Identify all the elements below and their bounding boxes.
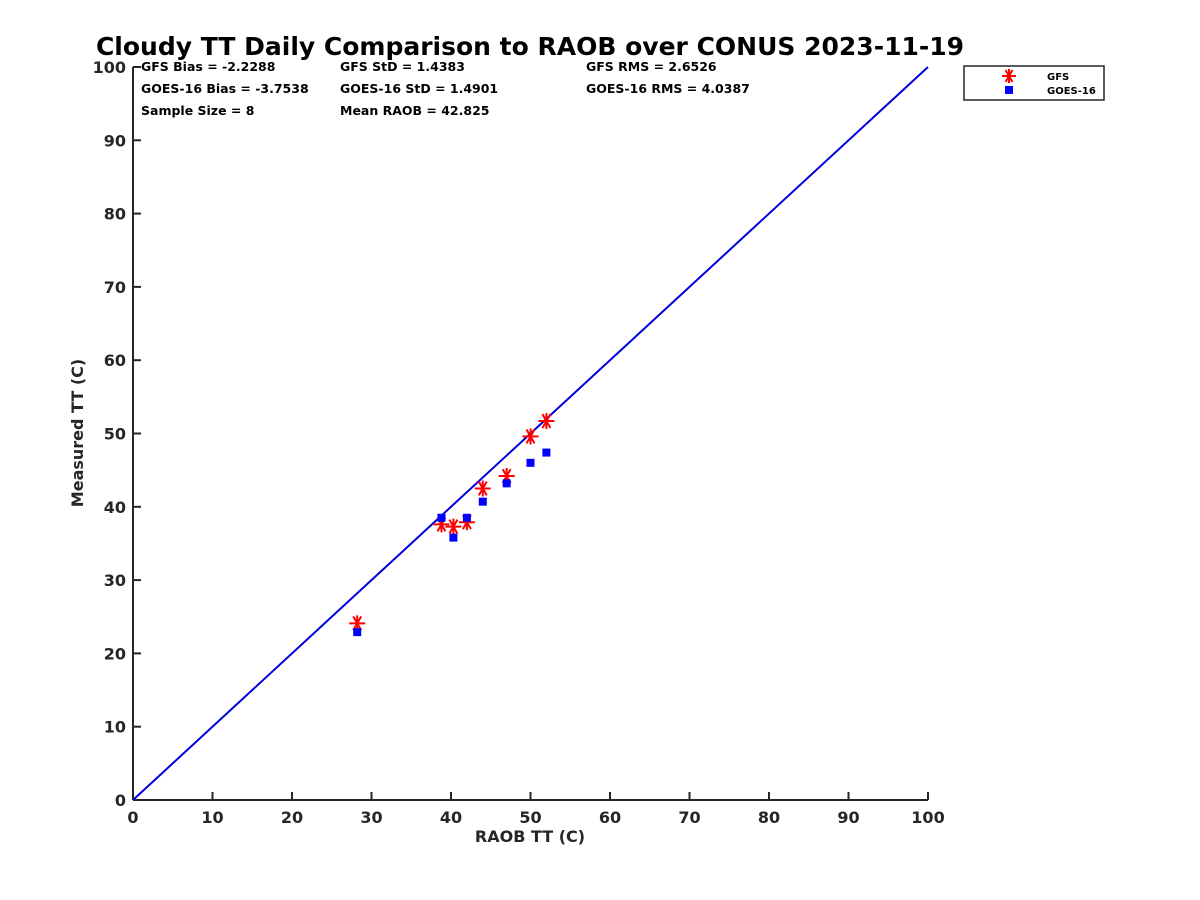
stat-text: GFS Bias = -2.2288 <box>141 59 275 74</box>
x-tick-label: 30 <box>360 808 382 827</box>
y-axis-label: Measured TT (C) <box>68 359 87 507</box>
stat-text: GOES-16 StD = 1.4901 <box>340 81 498 96</box>
axes: 0 10 20 30 40 50 60 70 80 90 100 0 10 20 30 40 50 60 70 80 9… <box>93 58 945 827</box>
goes-16-point <box>502 479 511 488</box>
goes-16-point <box>437 513 446 522</box>
stat-text: GOES-16 RMS = 4.0387 <box>586 81 750 96</box>
stat-text: Mean RAOB = 42.825 <box>340 103 489 118</box>
x-axis-label: RAOB TT (C) <box>475 827 585 846</box>
stat-text: GFS RMS = 2.6526 <box>586 59 717 74</box>
x-tick-label: 50 <box>519 808 541 827</box>
x-tick-label: 20 <box>281 808 303 827</box>
data-points <box>349 413 555 637</box>
legend-label: GOES-16 <box>1047 86 1096 97</box>
x-tick-label: 80 <box>758 808 780 827</box>
y-tick-label: 90 <box>104 131 126 150</box>
stat-text: GFS StD = 1.4383 <box>340 59 465 74</box>
x-tick-label: 10 <box>201 808 223 827</box>
goes-16-point <box>353 628 362 637</box>
stat-text: Sample Size = 8 <box>141 103 254 118</box>
stat-text: GOES-16 Bias = -3.7538 <box>141 81 309 96</box>
x-tick-label: 0 <box>127 808 138 827</box>
x-tick-label: 100 <box>911 808 944 827</box>
x-tick-label: 70 <box>678 808 700 827</box>
chart-title: Cloudy TT Daily Comparison to RAOB over … <box>96 32 964 61</box>
gfs-point <box>522 428 539 445</box>
legend-box <box>963 65 1105 101</box>
gfs-point <box>474 480 491 497</box>
y-tick-label: 50 <box>104 425 126 444</box>
stats-block: GFS Bias = -2.2288 GFS StD = 1.4383 GFS RM… <box>141 59 750 118</box>
gfs-point <box>538 413 555 430</box>
goes-16-point <box>526 458 535 467</box>
legend: GFS GOES-16 <box>963 65 1105 101</box>
x-tick-label: 90 <box>837 808 859 827</box>
goes-16-point <box>462 513 471 522</box>
y-tick-label: 60 <box>104 351 126 370</box>
y-tick-label: 80 <box>104 205 126 224</box>
goes-16-point <box>449 533 458 542</box>
y-tick-label: 0 <box>115 791 126 810</box>
legend-label: GFS <box>1047 72 1069 83</box>
x-tick-label: 40 <box>440 808 462 827</box>
y-tick-label: 70 <box>104 278 126 297</box>
legend-marker-square <box>1005 86 1013 94</box>
y-tick-label: 10 <box>104 718 126 737</box>
y-tick-label: 20 <box>104 644 126 663</box>
gfs-point <box>445 518 462 535</box>
x-tick-label: 60 <box>599 808 621 827</box>
goes-16-point <box>478 497 487 506</box>
y-tick-label: 100 <box>93 58 126 77</box>
legend-marker-asterisk <box>1002 69 1016 83</box>
y-tick-label: 40 <box>104 498 126 517</box>
goes-16-point <box>542 448 551 457</box>
y-tick-label: 30 <box>104 571 126 590</box>
